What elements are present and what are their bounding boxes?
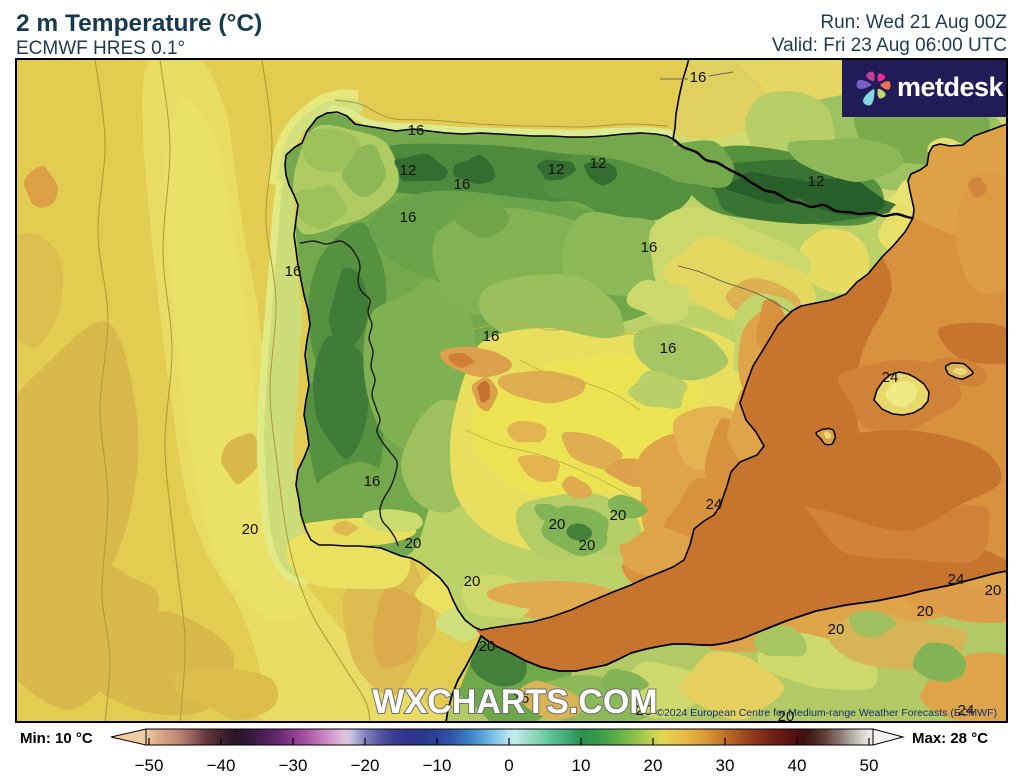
svg-text:20: 20 <box>549 516 566 533</box>
svg-text:16: 16 <box>690 69 707 86</box>
svg-text:ECMWF HRES 0.1°: ECMWF HRES 0.1° <box>16 38 185 59</box>
svg-text:50: 50 <box>860 756 879 775</box>
svg-text:−50: −50 <box>135 756 164 775</box>
svg-text:Valid: Fri 23 Aug 06:00 UTC: Valid: Fri 23 Aug 06:00 UTC <box>772 35 1007 56</box>
svg-text:24: 24 <box>882 369 899 386</box>
svg-text:−10: −10 <box>423 756 452 775</box>
svg-text:−30: −30 <box>279 756 308 775</box>
svg-text:12: 12 <box>808 173 825 190</box>
svg-text:20: 20 <box>479 638 496 655</box>
svg-text:24: 24 <box>948 571 965 588</box>
svg-text:20: 20 <box>917 603 934 620</box>
svg-text:−20: −20 <box>351 756 380 775</box>
svg-text:16: 16 <box>364 473 381 490</box>
svg-text:2 m Temperature (°C): 2 m Temperature (°C) <box>16 10 262 37</box>
svg-text:16: 16 <box>660 340 677 357</box>
svg-text:20: 20 <box>405 535 422 552</box>
svg-text:Min: 10 °C: Min: 10 °C <box>20 730 93 747</box>
svg-text:16: 16 <box>400 209 417 226</box>
svg-text:20: 20 <box>644 756 663 775</box>
svg-text:12: 12 <box>548 161 565 178</box>
svg-text:16: 16 <box>483 328 500 345</box>
svg-text:40: 40 <box>788 756 807 775</box>
svg-text:24: 24 <box>958 702 975 719</box>
svg-text:Run: Wed 21 Aug 00Z: Run: Wed 21 Aug 00Z <box>820 12 1007 33</box>
svg-text:24: 24 <box>706 496 723 513</box>
svg-text:20: 20 <box>636 702 653 719</box>
svg-text:10: 10 <box>572 756 591 775</box>
svg-text:16: 16 <box>285 263 302 280</box>
svg-text:20: 20 <box>579 537 596 554</box>
svg-text:metdesk: metdesk <box>897 72 1005 102</box>
svg-text:20: 20 <box>242 521 259 538</box>
svg-text:12: 12 <box>590 155 607 172</box>
svg-text:−40: −40 <box>207 756 236 775</box>
svg-text:Max: 28 °C: Max: 28 °C <box>912 730 988 747</box>
svg-text:0: 0 <box>504 756 513 775</box>
svg-text:©2024 European Centre for Medi: ©2024 European Centre for Medium-range W… <box>656 707 997 719</box>
svg-text:20: 20 <box>610 507 627 524</box>
svg-text:20: 20 <box>778 708 795 725</box>
svg-text:16: 16 <box>513 690 530 707</box>
svg-text:16: 16 <box>408 122 425 139</box>
svg-text:WXCHARTS.COM: WXCHARTS.COM <box>372 683 657 721</box>
svg-text:20: 20 <box>464 573 481 590</box>
svg-text:12: 12 <box>400 162 417 179</box>
svg-text:30: 30 <box>716 756 735 775</box>
svg-text:20: 20 <box>828 621 845 638</box>
svg-text:16: 16 <box>641 239 658 256</box>
svg-text:16: 16 <box>454 176 471 193</box>
svg-text:20: 20 <box>985 582 1002 599</box>
